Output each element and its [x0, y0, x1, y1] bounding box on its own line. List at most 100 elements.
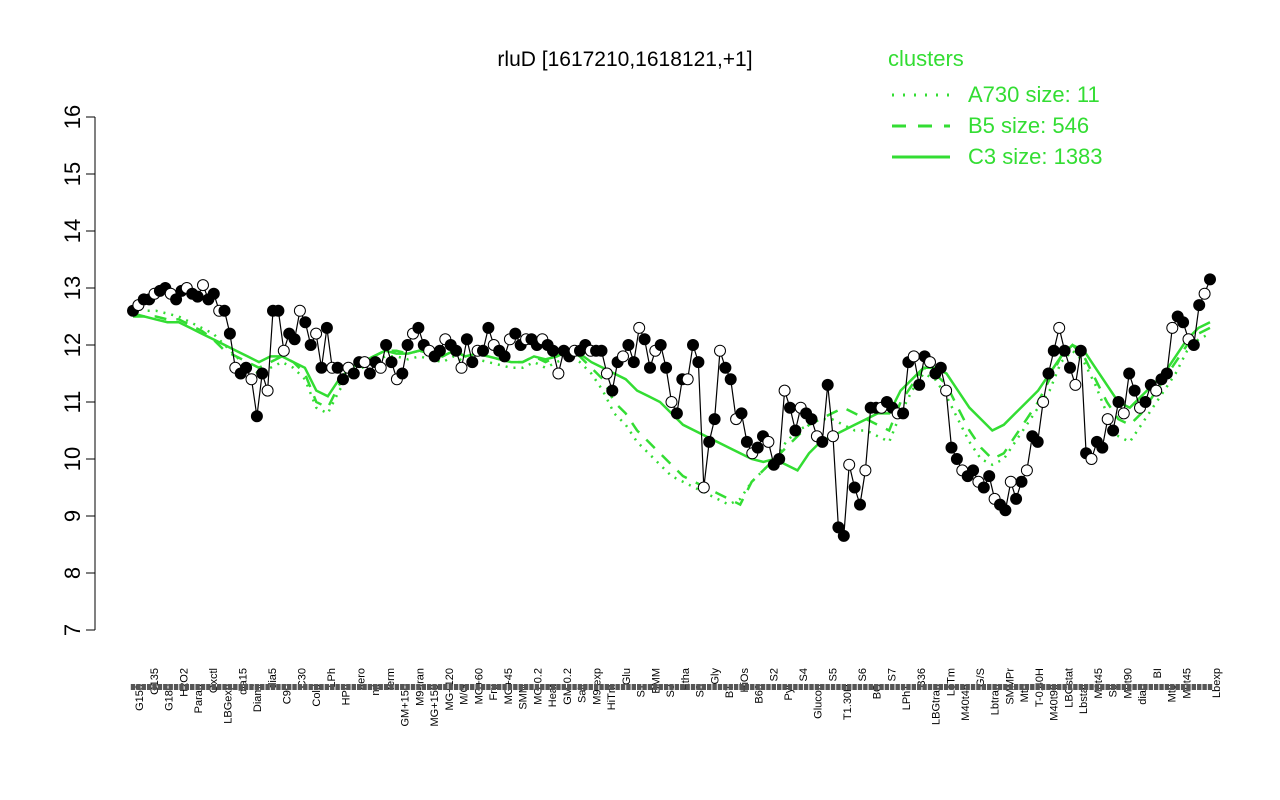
x-axis-marker: [346, 684, 351, 690]
x-axis-marker: [276, 684, 281, 690]
x-axis-marker: [437, 684, 443, 690]
x-axis-marker: [572, 684, 577, 690]
data-point: [1177, 316, 1190, 329]
data-point: [638, 333, 651, 346]
legend: clusters A730 size: 11 B5 size: 546 C3 s…: [888, 46, 1103, 169]
data-point: [299, 316, 312, 329]
data-point: [681, 373, 694, 386]
x-axis-marker: [190, 684, 195, 690]
x-axis-marker: [1148, 684, 1153, 690]
y-tick-label: 11: [60, 391, 85, 414]
data-point: [735, 407, 748, 420]
x-axis-marker: [836, 684, 841, 690]
data-point: [315, 361, 328, 374]
x-axis-marker: [599, 684, 604, 690]
x-axis-marker: [330, 684, 335, 690]
x-axis-marker: [825, 684, 830, 690]
x-axis-marker: [443, 684, 448, 690]
x-axis-marker: [303, 684, 308, 690]
x-axis-marker: [470, 684, 475, 690]
legend-entry-c3: C3 size: 1383: [968, 144, 1103, 169]
data-point: [665, 396, 678, 408]
x-tick-label: Glu: [621, 668, 633, 685]
x-axis-marker: [739, 684, 744, 690]
x-axis-marker: [1083, 684, 1089, 690]
x-axis-marker: [933, 684, 938, 690]
x-tick-label: C30: [296, 668, 308, 688]
data-point: [477, 344, 489, 357]
data-point: [724, 373, 737, 386]
x-axis-marker: [1035, 684, 1040, 690]
x-axis-marker: [1100, 684, 1105, 690]
x-axis-marker: [782, 684, 787, 690]
x-axis-marker: [685, 684, 690, 690]
data-point: [337, 373, 349, 386]
x-axis-marker: [243, 684, 249, 690]
data-point: [805, 413, 818, 426]
data-point: [320, 321, 333, 334]
data-point: [697, 481, 710, 494]
x-axis-marker: [787, 684, 793, 690]
x-axis-marker: [777, 684, 782, 690]
x-axis-marker: [1137, 684, 1143, 690]
x-tick-label: Glucon: [813, 684, 825, 719]
data-point: [272, 304, 285, 317]
x-tick-label: Paraq: [193, 684, 205, 713]
x-tick-label: G180: [164, 684, 176, 711]
data-point: [1117, 407, 1130, 420]
x-axis-marker: [1159, 684, 1164, 690]
data-point: [1015, 475, 1028, 488]
x-axis-marker: [416, 684, 421, 690]
x-axis-marker: [292, 684, 297, 690]
x-axis-marker: [1024, 684, 1030, 690]
x-axis-marker: [1164, 684, 1170, 690]
x-axis-marker: [728, 684, 733, 690]
x-axis-marker: [513, 684, 518, 690]
data-point: [940, 384, 953, 397]
x-axis-marker: [426, 684, 432, 690]
data-point: [1112, 396, 1125, 408]
x-axis-marker: [992, 684, 997, 690]
x-axis-marker: [1030, 684, 1035, 690]
data-point: [380, 339, 393, 351]
x-axis-marker: [146, 684, 152, 690]
x-tick-label: MG+150: [429, 684, 441, 727]
data-point: [1010, 492, 1023, 505]
data-point: [1004, 475, 1017, 488]
x-axis-marker: [680, 684, 685, 690]
data-point: [466, 356, 479, 369]
x-tick-label: S4: [798, 668, 810, 681]
x-axis-marker: [706, 684, 712, 690]
x-axis-marker: [254, 684, 260, 690]
data-point: [1160, 367, 1173, 380]
x-axis-marker: [793, 684, 798, 690]
x-axis-marker: [1105, 684, 1110, 690]
x-tick-label: Lbtran: [990, 684, 1002, 715]
data-point: [945, 441, 958, 454]
x-tick-label: Gly: [709, 668, 721, 685]
data-point: [859, 464, 872, 477]
data-point: [498, 350, 511, 363]
x-axis-marker: [965, 684, 970, 690]
data-point: [455, 361, 468, 374]
data-point: [1107, 424, 1120, 437]
x-axis-marker: [863, 684, 868, 690]
x-axis-marker: [766, 684, 771, 690]
x-tick-label: B36: [916, 668, 928, 688]
data-point: [552, 367, 565, 380]
x-axis-marker: [1078, 684, 1083, 690]
x-tick-label: Lbexp: [1211, 668, 1223, 698]
data-point: [848, 481, 861, 494]
x-axis-marker: [873, 684, 879, 690]
x-axis-marker: [130, 684, 136, 690]
x-axis-marker: [712, 684, 717, 690]
x-axis-marker: [760, 684, 766, 690]
x-axis-marker: [286, 684, 292, 690]
x-axis-marker: [448, 684, 453, 690]
x-axis-marker: [717, 684, 723, 690]
x-axis-marker: [319, 684, 324, 690]
legend-entry-a730: A730 size: 11: [968, 82, 1100, 107]
x-axis-marker: [432, 684, 437, 690]
x-axis-marker: [545, 684, 550, 690]
x-axis-marker: [152, 684, 157, 690]
